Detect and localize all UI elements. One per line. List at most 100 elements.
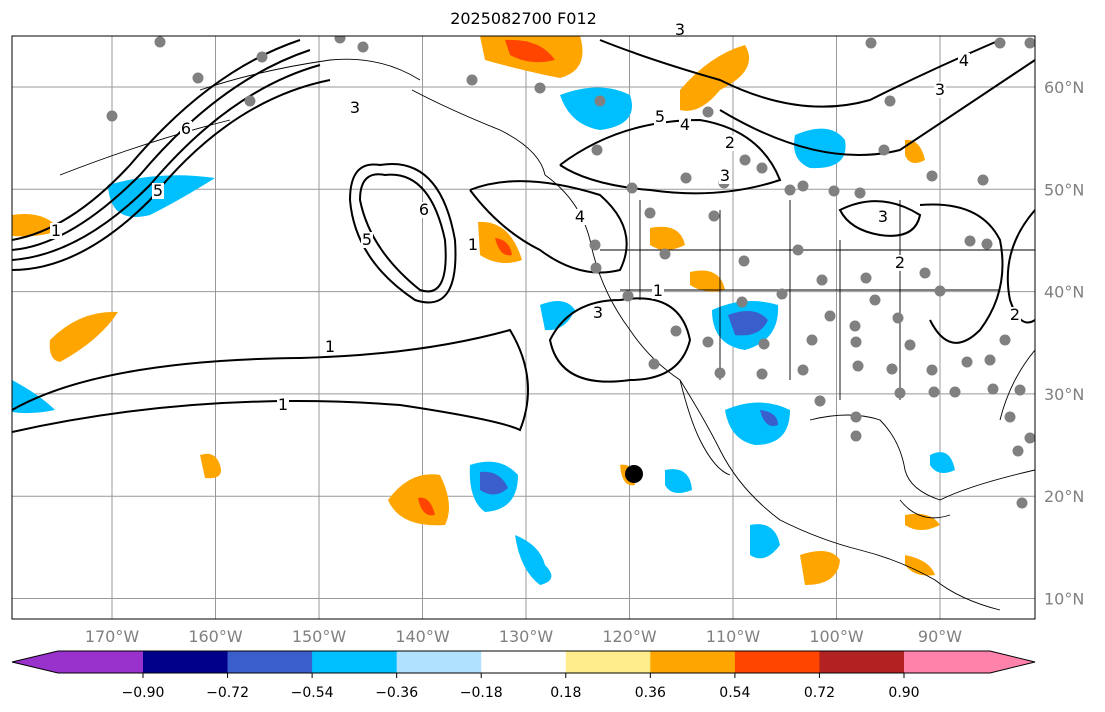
station-dot [797, 180, 809, 192]
colorbar-label: 0.54 [719, 685, 750, 701]
lon-tick-label: 120°W [602, 627, 657, 646]
station-dot [981, 238, 993, 250]
contour-label-bg [324, 339, 336, 355]
station-dot [192, 72, 204, 84]
colorbar-label: −0.90 [122, 685, 165, 701]
colorbar-label: −0.18 [460, 685, 503, 701]
contour-label-bg [418, 202, 430, 218]
station-dot [739, 154, 751, 166]
contour-label: 6 [181, 119, 191, 138]
station-dot [878, 144, 890, 156]
station-dot [659, 248, 671, 260]
station-dot [1014, 384, 1026, 396]
contour-label: 5 [362, 230, 372, 249]
station-dot [824, 310, 836, 322]
map-area [12, 36, 1035, 619]
station-dot [466, 74, 478, 86]
station-dot [949, 386, 961, 398]
station-dot [106, 110, 118, 122]
contour-label-bg [592, 305, 604, 321]
station-dot [357, 41, 369, 53]
lon-tick-label: 110°W [706, 627, 761, 646]
colorbar-label: 0.36 [635, 685, 666, 701]
station-dot [594, 95, 606, 107]
station-dot [934, 285, 946, 297]
lat-tick-label: 30°N [1044, 385, 1084, 404]
contour-label: 4 [959, 51, 969, 70]
colorbar-label: 0.72 [804, 685, 835, 701]
lat-tick-label: 60°N [1044, 78, 1084, 97]
station-dot [680, 172, 692, 184]
station-dot [702, 106, 714, 118]
colorbar: −0.90 −0.72 −0.54 −0.36 −0.18 0.18 0.36 0.54 0.7… [11, 650, 1036, 701]
contour-label: 3 [878, 207, 888, 226]
station-dot [892, 312, 904, 324]
colorbar-segment [481, 651, 567, 673]
station-dot [644, 207, 656, 219]
colorbar-label: −0.54 [291, 685, 334, 701]
lat-tick-label: 40°N [1044, 283, 1084, 302]
colorbar-segment [143, 651, 229, 673]
station-dot [984, 354, 996, 366]
lon-tick-label: 90°W [918, 627, 962, 646]
station-dot [589, 239, 601, 251]
station-dot [961, 356, 973, 368]
contour-label-bg [934, 82, 946, 98]
colorbar-label: 0.90 [888, 685, 919, 701]
colorbar-label: 0.18 [550, 685, 581, 701]
contour-label: 2 [895, 253, 905, 272]
station-dot [756, 162, 768, 174]
station-dot [758, 338, 770, 350]
colorbar-segment [819, 651, 905, 673]
station-dot [1024, 37, 1035, 49]
station-dot [1024, 432, 1035, 444]
station-dot [256, 51, 268, 63]
station-dot [884, 95, 896, 107]
contour-label: 4 [575, 207, 585, 226]
station-dot [854, 187, 866, 199]
contour-label-bg [652, 283, 664, 299]
station-dot [797, 364, 809, 376]
contour-label: 3 [350, 98, 360, 117]
lon-tick-label: 150°W [292, 627, 347, 646]
station-dot [904, 339, 916, 351]
station-dot [919, 267, 931, 279]
station-dot [776, 288, 788, 300]
contour-label-bg [724, 135, 736, 151]
contour-label-bg [467, 237, 479, 253]
station-dot [244, 95, 256, 107]
colorbar-segment [650, 651, 736, 673]
contour-label-bg [50, 223, 62, 239]
station-dot [852, 360, 864, 372]
contour-label-bg [277, 397, 289, 413]
contour-label-bg [1009, 307, 1021, 323]
contour-label: 2 [1010, 305, 1020, 324]
station-dot [977, 174, 989, 186]
station-dot [926, 170, 938, 182]
station-dot [702, 336, 714, 348]
station-dot [860, 272, 872, 284]
station-dot [590, 262, 602, 274]
shaded-fields [12, 36, 955, 585]
contour-label-bg [152, 183, 164, 199]
station-dot [154, 36, 166, 48]
station-dot [987, 383, 999, 395]
station-dot [850, 411, 862, 423]
contour-label: 4 [680, 115, 690, 134]
station-dot [964, 235, 976, 247]
map-frame [11, 35, 1036, 620]
station-dot [670, 325, 682, 337]
storm-center-marker [625, 465, 643, 483]
station-dot [928, 386, 940, 398]
station-dot [708, 210, 720, 222]
colorbar-segment [396, 651, 482, 673]
station-dot [926, 364, 938, 376]
station-dot [534, 82, 546, 94]
colorbar-segment [565, 651, 651, 673]
contour-label: 5 [153, 181, 163, 200]
station-dot [622, 290, 634, 302]
colorbar-segment [734, 651, 820, 673]
colorbar-extend-high [904, 651, 1035, 673]
